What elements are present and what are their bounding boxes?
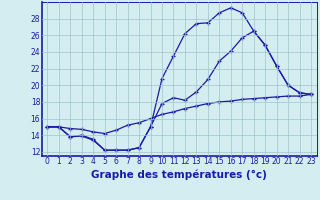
X-axis label: Graphe des températures (°c): Graphe des températures (°c) <box>91 169 267 180</box>
